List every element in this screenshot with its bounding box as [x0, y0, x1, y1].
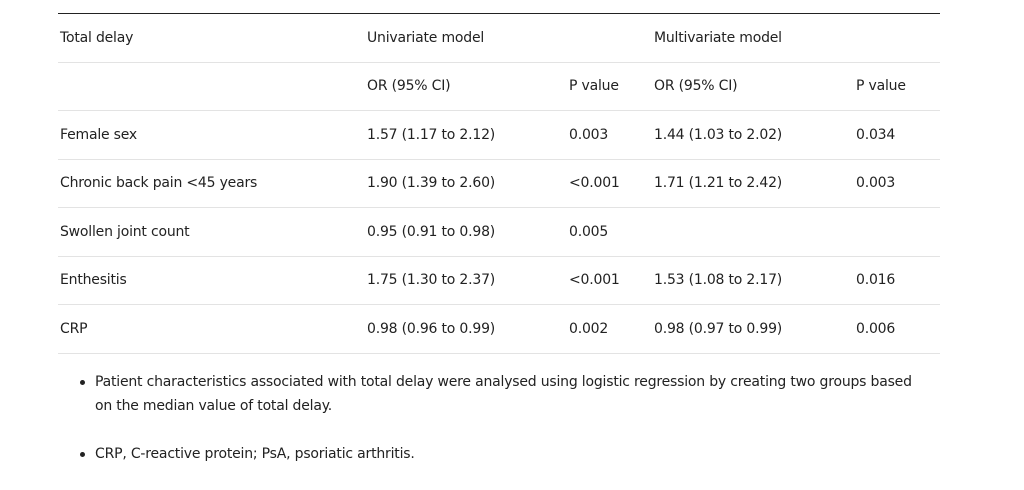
uni-p-value-cell: 0.002	[567, 304, 652, 354]
multi-or-ci-cell: 1.71 (1.21 to 2.42)	[652, 159, 854, 208]
multi-or-ci-cell: 1.44 (1.03 to 2.02)	[652, 110, 854, 160]
multi-p-value-cell	[854, 207, 940, 257]
header-empty	[567, 13, 652, 63]
multi-or-ci-cell: 0.98 (0.97 to 0.99)	[652, 304, 854, 354]
bullet-icon	[80, 452, 85, 457]
table-footnotes: Patient characteristics associated with …	[80, 370, 920, 490]
bullet-icon	[80, 380, 85, 385]
row-label: Enthesitis	[58, 256, 365, 305]
header-uni-or-ci: OR (95% CI)	[365, 62, 567, 111]
row-label: Swollen joint count	[58, 207, 365, 257]
uni-or-ci-cell: 1.75 (1.30 to 2.37)	[365, 256, 567, 305]
uni-p-value-cell: <0.001	[567, 256, 652, 305]
header-empty	[58, 62, 365, 111]
footnote-item: Patient characteristics associated with …	[80, 370, 920, 418]
uni-or-ci-cell: 1.57 (1.17 to 2.12)	[365, 110, 567, 160]
header-multi-p-value: P value	[854, 62, 940, 111]
row-label: Female sex	[58, 110, 365, 160]
uni-or-ci-cell: 1.90 (1.39 to 2.60)	[365, 159, 567, 208]
multi-p-value-cell: 0.006	[854, 304, 940, 354]
table-row: Chronic back pain <45 years 1.90 (1.39 t…	[58, 159, 940, 208]
multi-p-value-cell: 0.016	[854, 256, 940, 305]
footnote-text: CRP, C-reactive protein; PsA, psoriatic …	[95, 446, 415, 462]
multi-p-value-cell: 0.003	[854, 159, 940, 208]
table-row: Swollen joint count 0.95 (0.91 to 0.98) …	[58, 207, 940, 257]
header-empty	[854, 13, 940, 63]
regression-table: Total delay Univariate model Multivariat…	[58, 13, 940, 354]
footnote-text: Patient characteristics associated with …	[95, 374, 912, 414]
header-row-models: Total delay Univariate model Multivariat…	[58, 13, 940, 63]
header-multi-or-ci: OR (95% CI)	[652, 62, 854, 111]
table-row: CRP 0.98 (0.96 to 0.99) 0.002 0.98 (0.97…	[58, 304, 940, 354]
multi-or-ci-cell: 1.53 (1.08 to 2.17)	[652, 256, 854, 305]
multi-or-ci-cell	[652, 207, 854, 257]
header-row-stats: OR (95% CI) P value OR (95% CI) P value	[58, 62, 940, 111]
header-uni-p-value: P value	[567, 62, 652, 111]
uni-p-value-cell: <0.001	[567, 159, 652, 208]
uni-or-ci-cell: 0.95 (0.91 to 0.98)	[365, 207, 567, 257]
header-multivariate-model: Multivariate model	[652, 13, 854, 63]
header-total-delay: Total delay	[58, 13, 365, 63]
results-table-container: Total delay Univariate model Multivariat…	[58, 13, 940, 354]
uni-or-ci-cell: 0.98 (0.96 to 0.99)	[365, 304, 567, 354]
uni-p-value-cell: 0.005	[567, 207, 652, 257]
multi-p-value-cell: 0.034	[854, 110, 940, 160]
uni-p-value-cell: 0.003	[567, 110, 652, 160]
row-label: Chronic back pain <45 years	[58, 159, 365, 208]
footnote-item: CRP, C-reactive protein; PsA, psoriatic …	[80, 442, 920, 466]
table-row: Female sex 1.57 (1.17 to 2.12) 0.003 1.4…	[58, 110, 940, 160]
header-univariate-model: Univariate model	[365, 13, 567, 63]
table-row: Enthesitis 1.75 (1.30 to 2.37) <0.001 1.…	[58, 256, 940, 305]
row-label: CRP	[58, 304, 365, 354]
